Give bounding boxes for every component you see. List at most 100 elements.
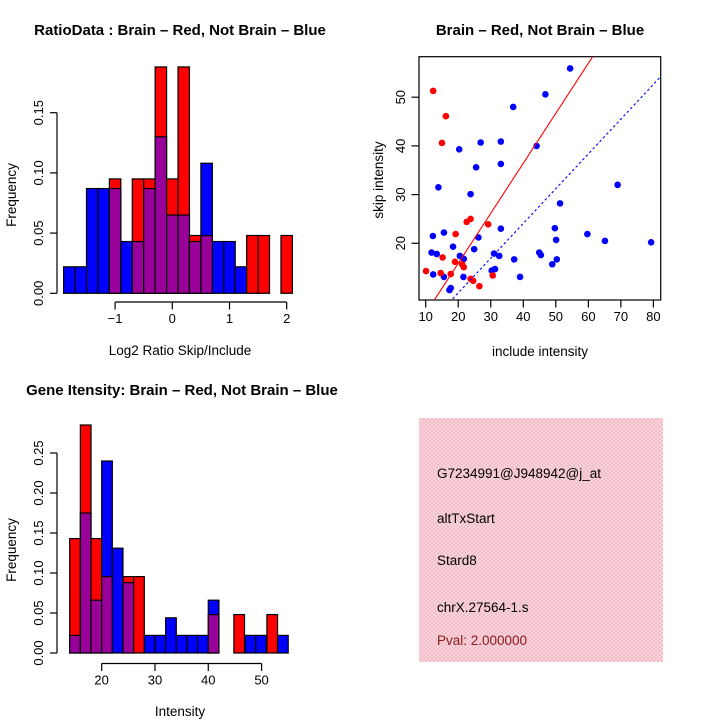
chart-title: RatioData : Brain – Red, Not Brain – Blu…: [34, 22, 326, 39]
scatter-point-blue: [516, 273, 524, 281]
scatter-point-blue: [551, 224, 559, 232]
plot-frame: [418, 56, 662, 301]
x-tick-label: 40: [201, 673, 215, 688]
scatter-point-red: [429, 87, 437, 95]
hist-bar-red: [246, 234, 259, 294]
hist-bar-overlap: [131, 240, 145, 294]
hist-bar-overlap: [177, 214, 191, 294]
y-tick-label: 0.00: [31, 281, 46, 306]
chart-title: Gene Itensity: Brain – Red, Not Brain – …: [26, 382, 338, 399]
hist-bar-blue: [211, 240, 225, 294]
scatter-point-blue: [477, 139, 484, 146]
hist-bar-overlap: [154, 136, 168, 294]
hist-bar-blue: [197, 634, 209, 654]
y-tick-label: 20: [393, 236, 408, 250]
y-tick-label: 0.15: [31, 520, 46, 545]
x-tick-label: 80: [646, 309, 660, 324]
x-tick-label: 60: [581, 309, 595, 324]
scatter-point-blue: [552, 236, 560, 244]
scatter-point-blue: [497, 160, 505, 168]
splice-type-text: altTxStart: [437, 511, 495, 526]
panel-gene-histogram: 0.00 0.05 0.10 0.15 0.20 0.25 20 30 40 50 Gene Ite…: [4, 382, 338, 719]
y-axis-label: skip intensity: [371, 141, 386, 219]
scatter-point-blue: [490, 250, 498, 257]
hist-bar-blue: [143, 634, 156, 654]
scatter-point-red: [422, 267, 430, 275]
hist-bar-overlap: [101, 575, 113, 654]
hist-bar-overlap: [108, 187, 122, 294]
scatter-point-blue: [584, 230, 591, 238]
scatter-point-blue: [548, 260, 556, 268]
scatter-point-blue: [614, 181, 621, 189]
pval-text: Pval: 2.000000: [437, 633, 528, 648]
hist-bar-red: [233, 613, 246, 654]
scatter-point-blue: [460, 273, 467, 281]
y-axis-label: Frequency: [4, 518, 19, 582]
scatter-point-blue: [449, 243, 457, 251]
y-tick-label: 0.15: [31, 100, 46, 125]
scatter-point-blue: [510, 256, 518, 263]
scatter-point-blue: [447, 284, 455, 292]
panel-intensity-scatter: 10 20 30 40 50 60 70 80 20 30 40 50 Brain – Red, Not…: [371, 22, 662, 359]
chart-title: Brain – Red, Not Brain – Blue: [436, 22, 644, 39]
scatter-point-red: [489, 272, 497, 279]
scatter-point-blue: [647, 239, 655, 246]
scatter-point-blue: [537, 251, 545, 259]
x-tick-label: 30: [484, 309, 498, 324]
scatter-point-blue: [553, 256, 561, 263]
scatter-point-blue: [497, 225, 505, 232]
hist-bar-blue: [234, 266, 248, 294]
hist-bar-blue: [111, 547, 124, 654]
x-tick-label: 50: [254, 673, 268, 688]
hist-bar-blue: [165, 617, 177, 654]
scatter-point-blue: [509, 103, 517, 111]
scatter-point-blue: [429, 271, 437, 278]
scatter-point-blue: [556, 200, 564, 207]
y-tick-label: 0.25: [31, 440, 46, 465]
y-axis-label: Frequency: [4, 163, 19, 227]
hist-bar-red: [266, 613, 279, 654]
scatter-point-blue: [472, 164, 480, 171]
y-tick-label: 40: [393, 139, 408, 153]
x-tick-label: 70: [614, 309, 628, 324]
scatter-point-blue: [428, 249, 435, 256]
scatter-point-blue: [455, 146, 463, 153]
y-tick-label: 0.00: [31, 640, 46, 665]
hist-bar-overlap: [207, 613, 220, 654]
brain-fit-line: [434, 56, 594, 301]
scatter-point-red: [439, 254, 446, 261]
scatter-point-red: [467, 215, 474, 223]
hist-bar-overlap: [122, 581, 135, 654]
hist-bar-blue: [223, 240, 236, 294]
hist-bar-red: [257, 234, 271, 294]
scatter-point-red: [438, 139, 446, 147]
scatter-point-blue: [429, 232, 437, 240]
y-tick-label: 50: [393, 90, 408, 104]
scatter-point-blue: [542, 90, 549, 98]
x-tick-label: 10: [418, 309, 432, 324]
hist-bar-red: [280, 234, 294, 294]
x-tick-label: 30: [148, 673, 162, 688]
y-tick-label: 0.10: [31, 160, 46, 185]
y-tick-label: 30: [393, 187, 408, 201]
y-tick-label: 0.10: [31, 560, 46, 585]
hist-bar-blue: [85, 187, 99, 294]
hist-bar-overlap: [200, 234, 213, 294]
scatter-point-red: [460, 263, 468, 271]
x-tick-label: −1: [108, 311, 123, 326]
scatter-point-blue: [497, 138, 505, 145]
scatter-point-blue: [533, 142, 540, 150]
hist-bar-blue: [276, 634, 289, 654]
scatter-point-blue: [495, 252, 503, 260]
hist-bar-red: [133, 575, 145, 654]
x-tick-label: 1: [226, 311, 233, 326]
scatter-point-red: [469, 277, 477, 285]
scatter-point-blue: [601, 237, 609, 245]
hist-bar-overlap: [79, 512, 92, 654]
scatter-point-blue: [467, 190, 474, 198]
hist-bar-overlap: [188, 240, 202, 294]
x-tick-label: 0: [169, 311, 176, 326]
y-tick-label: 0.05: [31, 600, 46, 625]
